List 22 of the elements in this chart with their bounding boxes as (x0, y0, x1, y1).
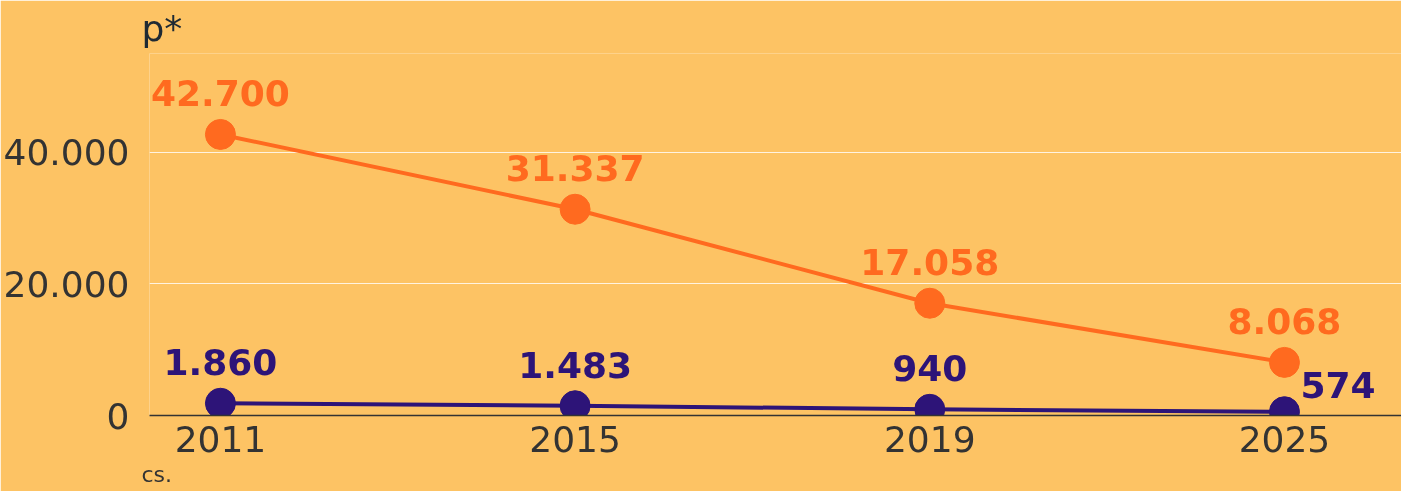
data-label: 574 (1300, 364, 1376, 406)
point (204, 387, 236, 416)
data-label: 1.483 (518, 344, 633, 386)
point (1268, 346, 1300, 378)
data-label: 8.068 (1227, 301, 1342, 343)
x-tick-label: 2011 (174, 418, 267, 460)
y-tick-label: 40.000 (3, 132, 130, 174)
y-tick-label: 20.000 (3, 263, 130, 305)
x-tick-label: 2019 (883, 418, 976, 460)
x-tick-label: 2025 (1238, 418, 1331, 460)
point (204, 118, 236, 150)
data-label: 42.700 (150, 73, 290, 115)
x-tick-label: 2015 (529, 418, 621, 460)
data-label: 31.337 (505, 148, 645, 190)
text: p* (141, 7, 183, 49)
point (914, 287, 946, 319)
data-label: 940 (892, 348, 968, 390)
y-tick-label: 0 (106, 395, 130, 437)
text: cs. (141, 461, 173, 487)
point (559, 193, 591, 225)
data-label: 1.860 (163, 342, 278, 384)
data-label: 17.058 (860, 242, 1000, 284)
